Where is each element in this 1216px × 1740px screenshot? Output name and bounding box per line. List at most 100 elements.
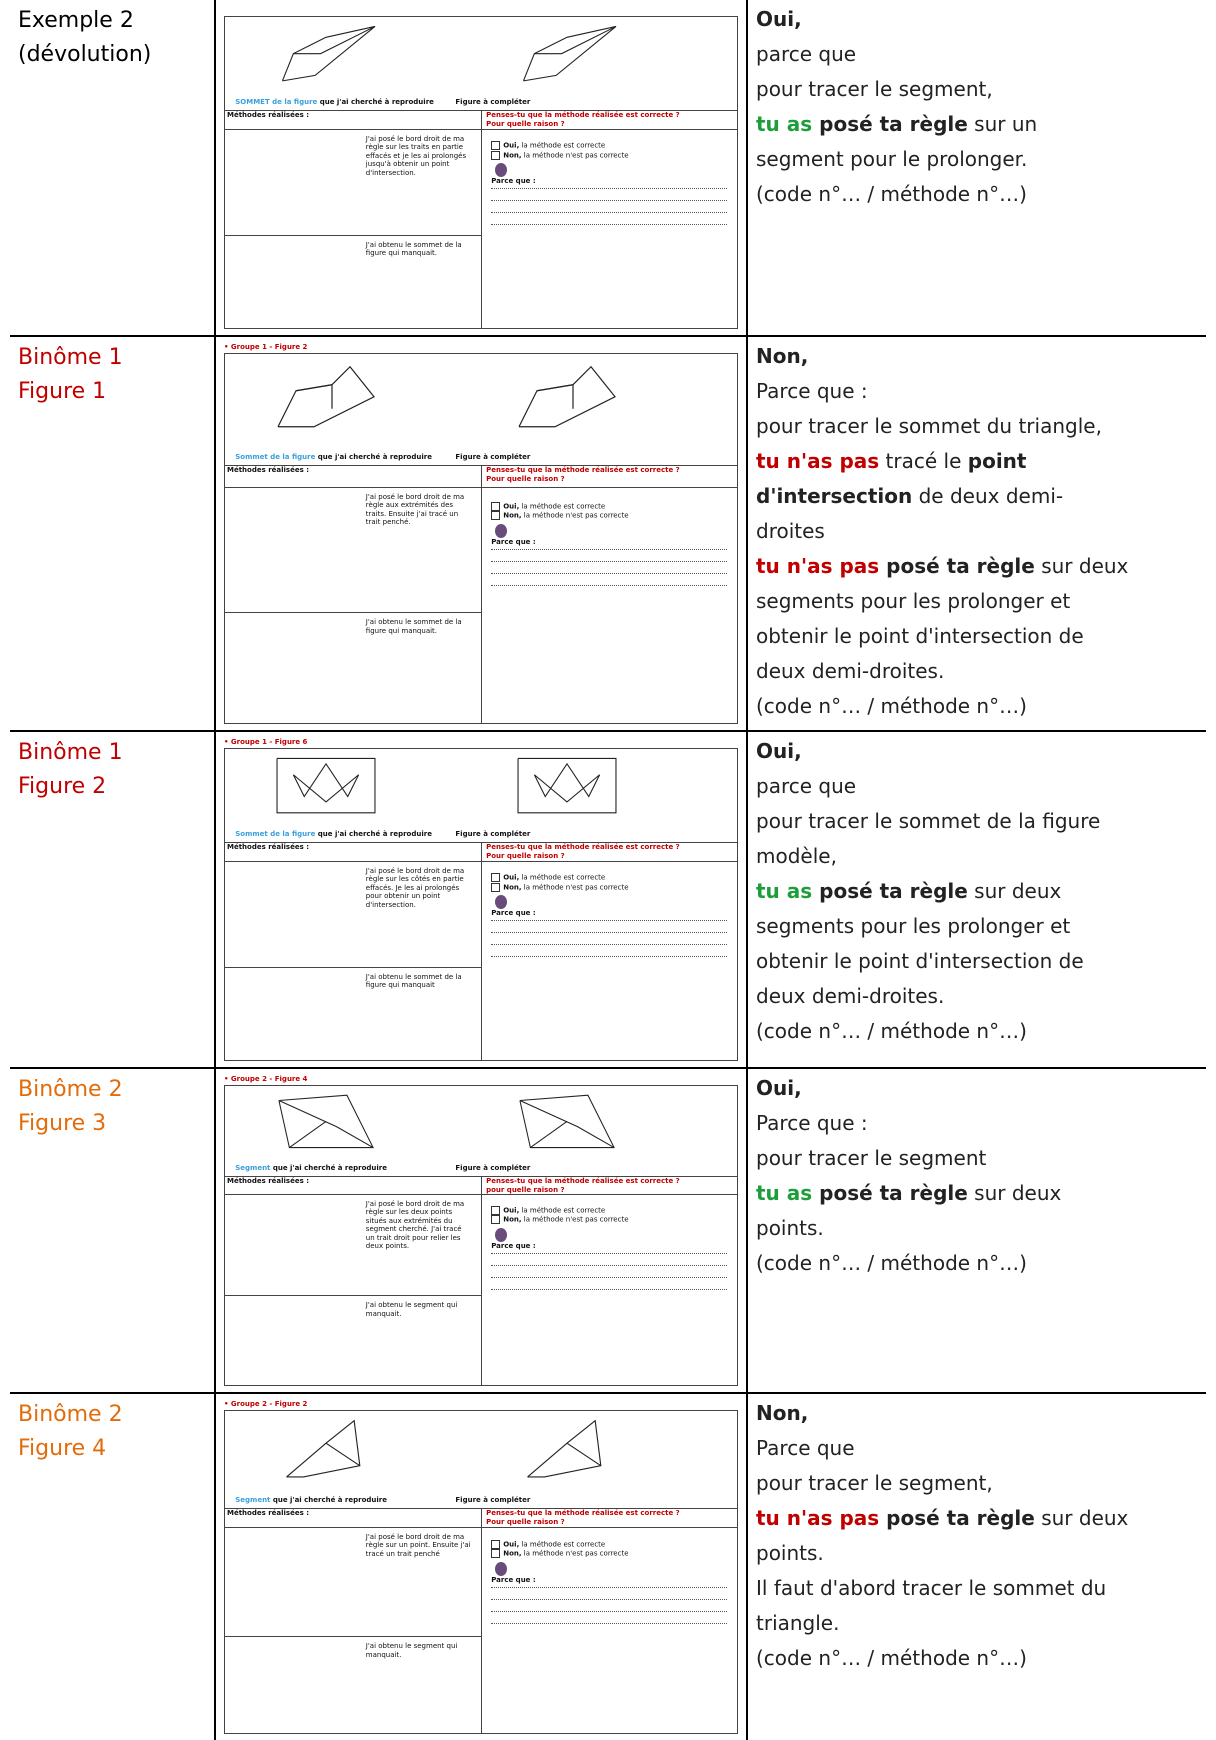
option-yes: Oui, la méthode est correcte (491, 1205, 727, 1216)
answer-text: Parce que : (756, 379, 868, 403)
caption-text: que j'ai cherché à reproduire (270, 1495, 387, 1504)
worksheet: • Groupe 1 - Figure 6 Sommet de la figure… (224, 738, 738, 1061)
complete-caption: Figure à compléter (455, 1495, 531, 1504)
answer-line: Oui, (756, 734, 1198, 769)
step-row: J'ai posé le bord droit de ma règle sur … (225, 1527, 481, 1638)
answer-text: obtenir le point d'intersection de (756, 949, 1084, 973)
answer-text: segments pour les prolonger et (756, 589, 1071, 613)
icon (495, 1561, 508, 1576)
caption-highlight: Sommet de la figure (235, 830, 316, 839)
option-no: Non, la méthode n'est pas correcte (491, 150, 727, 161)
answer-text: sur deux (967, 1181, 1062, 1205)
because-text: Parce que : (491, 177, 536, 186)
option-bold: Non, (503, 151, 522, 160)
answer-text: sur deux (1034, 554, 1129, 578)
answer-line: segments pour les prolonger et (756, 909, 1198, 944)
reason: Pour quelle raison ? (486, 1517, 565, 1526)
option-text: la méthode n'est pas correcte (521, 883, 629, 892)
option-no: Non, la méthode n'est pas correcte (491, 1215, 727, 1225)
answer-text: Parce que : (756, 1111, 868, 1135)
methods-header: Méthodes réalisées : (227, 1176, 310, 1185)
answer-text: pour tracer le sommet du triangle, (756, 414, 1102, 438)
answer-text: tu as (756, 1181, 813, 1205)
worksheet-cell: SOMMET de la figure que j'ai cherché à r… (214, 0, 748, 335)
reason: Pour quelle raison ? (486, 120, 565, 129)
question: Penses-tu que la méthode réalisée est co… (486, 843, 680, 852)
answer-line: pour tracer le sommet de la figure (756, 804, 1198, 839)
answer-line: pour tracer le segment, (756, 1466, 1198, 1501)
answer-text: parce que (756, 42, 857, 66)
icon (495, 523, 508, 538)
option-text: la méthode est correcte (519, 502, 606, 511)
worksheet-cell: • Groupe 2 - Figure 4 Segment que j'ai ch… (214, 1069, 748, 1392)
answer-line: Oui, (756, 2, 1198, 37)
answer-form: Oui, la méthode est correcte Non, la méth… (491, 1539, 727, 1624)
label-cell: Exemple 2 (dévolution) (10, 0, 214, 335)
answer-line: Non, (756, 1396, 1198, 1431)
dotted-line (491, 201, 727, 214)
answer-cell: Non, Parce que : pour tracer le sommet du … (748, 337, 1206, 730)
answer-text: segments pour les prolonger et (756, 914, 1071, 938)
reason: Pour quelle raison ? (486, 852, 565, 861)
answer-text: (code n°… / méthode n°…) (756, 694, 1027, 718)
answer-text: de deux demi- (912, 484, 1064, 508)
step-row: J'ai posé le bord droit de ma règle sur … (225, 129, 481, 236)
answer-line: segments pour les prolonger et (756, 584, 1198, 619)
divider (481, 842, 482, 1060)
answer-text: points. (756, 1541, 824, 1565)
answer-text: tu n'as pas (756, 554, 880, 578)
option-no: Non, la méthode n'est pas correcte (491, 511, 727, 521)
question: Penses-tu que la méthode réalisée est co… (486, 1176, 680, 1185)
answer-line: modèle, (756, 839, 1198, 874)
answer-text: tu n'as pas (756, 449, 880, 473)
caption-text: que j'ai cherché à reproduire (270, 1163, 387, 1172)
label-cell: Binôme 2 Figure 4 (10, 1394, 214, 1740)
because: Parce que : (491, 538, 727, 550)
dotted-line (491, 1612, 727, 1624)
answer-text: posé ta règle (879, 554, 1035, 578)
dotted-line (491, 1254, 727, 1266)
methods-header: Méthodes réalisées : (227, 843, 310, 852)
answer-text: segment pour le prolonger. (756, 147, 1028, 171)
model-caption: SOMMET de la figure que j'ai cherché à r… (235, 98, 434, 107)
answer-text: posé ta règle (812, 879, 968, 903)
answer-line: (code n°… / méthode n°…) (756, 177, 1198, 212)
answer-text: deux demi-droites. (756, 659, 945, 683)
label-line: Binôme 1 (18, 345, 123, 370)
answer-text: modèle, (756, 844, 837, 868)
option-text: la méthode n'est pas correcte (521, 1549, 629, 1558)
answer-text: (code n°… / méthode n°…) (756, 1019, 1027, 1043)
answer-text: Non, (756, 1401, 809, 1425)
label-line: Binôme 2 (18, 1402, 123, 1427)
option-bold: Oui, (503, 1540, 520, 1549)
result-row: J'ai obtenu le segment qui manquait. (225, 1295, 481, 1385)
answer-text: parce que (756, 774, 857, 798)
methods-header: Méthodes réalisées : (227, 465, 310, 474)
option-bold: Non, (503, 1549, 522, 1558)
worksheet: SOMMET de la figure que j'ai cherché à r… (224, 6, 738, 329)
question: Penses-tu que la méthode réalisée est co… (486, 465, 680, 474)
answer-line: Il faut d'abord tracer le sommet du (756, 1571, 1198, 1606)
checkbox (491, 1215, 501, 1225)
answer-line: Non, (756, 339, 1198, 374)
group-label: • Groupe 1 - Figure 6 (224, 738, 308, 746)
complete-caption: Figure à compléter (455, 452, 531, 461)
option-yes: Oui, la méthode est correcte (491, 873, 727, 883)
answer-cell: Oui, Parce que : pour tracer le segment tu … (748, 1069, 1206, 1392)
caption-highlight: SOMMET de la figure (235, 98, 318, 107)
step-text: J'ai posé le bord droit de ma règle aux … (365, 492, 465, 527)
label-cell: Binôme 2 Figure 3 (10, 1069, 214, 1392)
step-row: J'ai posé le bord droit de ma règle aux … (225, 487, 481, 614)
answer-form: Oui, la méthode est correcte Non, la méth… (491, 873, 727, 958)
dotted-line (491, 562, 727, 574)
figure (281, 25, 376, 82)
divider (481, 110, 482, 328)
because-text: Parce que : (491, 909, 536, 918)
answer-line: tu as posé ta règle sur deux (756, 1176, 1198, 1211)
dotted-line (491, 189, 727, 202)
dotted-line (491, 550, 727, 562)
answer-line: obtenir le point d'intersection de (756, 944, 1198, 979)
worksheet-box: SOMMET de la figure que j'ai cherché à r… (224, 16, 738, 329)
label-cell: Binôme 1 Figure 2 (10, 732, 214, 1067)
figures: Sommet de la figure que j'ai cherché à r… (225, 354, 737, 466)
